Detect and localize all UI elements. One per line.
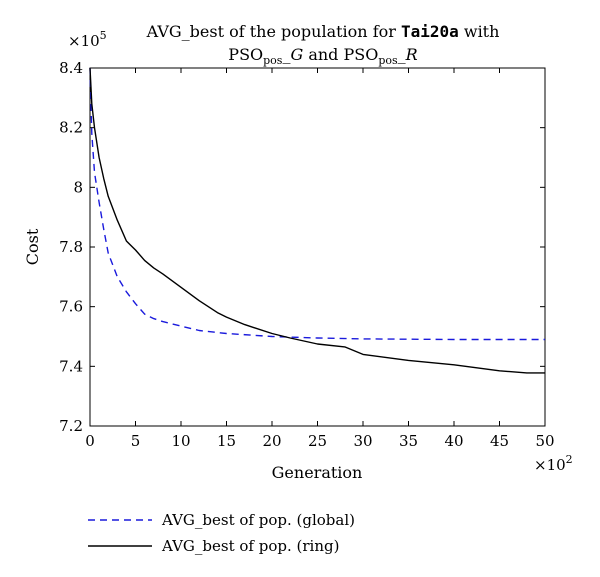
x-tick-label: 0 [85,432,95,450]
legend: AVG_best of pop. (global) AVG_best of po… [88,511,355,555]
y-multiplier-exp: 5 [100,29,107,42]
y-multiplier-base: ×10 [68,32,100,50]
y-tick-label: 8.2 [59,119,83,137]
x-multiplier-base: ×10 [534,456,566,474]
plot-area [89,67,546,427]
x-tick-label: 35 [399,432,418,450]
y-tick-label: 8 [73,178,83,196]
x-axis-multiplier: ×102 [534,453,573,474]
x-tick-label: 5 [131,432,141,450]
x-tick-label: 15 [217,432,236,450]
title-dataset: Tai20a [401,22,459,41]
series-lines [89,67,545,374]
series-line-ring [89,67,545,374]
y-ticks: 7.2 7.4 7.6 7.8 8 8.2 8.4 [59,59,545,435]
x-tick-label: 30 [353,432,372,450]
x-tick-label: 20 [262,432,281,450]
y-tick-label: 7.2 [59,417,83,435]
chart-title-line-2: PSOpos_G and PSOpos_R [228,45,417,67]
legend-label-global: AVG_best of pop. (global) [161,511,355,529]
x-multiplier-exp: 2 [566,453,573,466]
title-series-b-tail: _R [398,45,418,64]
y-axis-label: Cost [23,228,42,265]
x-tick-label: 10 [171,432,190,450]
x-tick-label: 25 [308,432,327,450]
y-tick-label: 7.4 [59,357,83,375]
y-tick-label: 8.4 [59,59,83,77]
title-suffix: with [459,22,500,41]
title-joiner: and [303,45,343,64]
x-axis-label: Generation [272,463,363,482]
y-tick-label: 7.8 [59,238,83,256]
title-series-b-base: PSO [344,45,379,64]
x-tick-label: 50 [535,432,554,450]
title-series-a-tail: _G [282,45,303,64]
x-tick-label: 45 [490,432,509,450]
title-series-a-sub: pos [263,54,283,67]
x-ticks: 0 5 10 15 20 25 30 35 40 45 50 [85,68,555,450]
chart-title-line-1: AVG_best of the population for Tai20a wi… [146,22,500,41]
title-prefix: AVG_best of the population for [146,22,401,41]
title-series-b-sub: pos [378,54,398,67]
series-line-global [89,67,545,341]
y-axis-multiplier: ×105 [68,29,107,50]
y-tick-label: 7.6 [59,298,83,316]
title-series-a-base: PSO [228,45,263,64]
x-tick-label: 40 [444,432,463,450]
legend-label-ring: AVG_best of pop. (ring) [161,537,339,555]
